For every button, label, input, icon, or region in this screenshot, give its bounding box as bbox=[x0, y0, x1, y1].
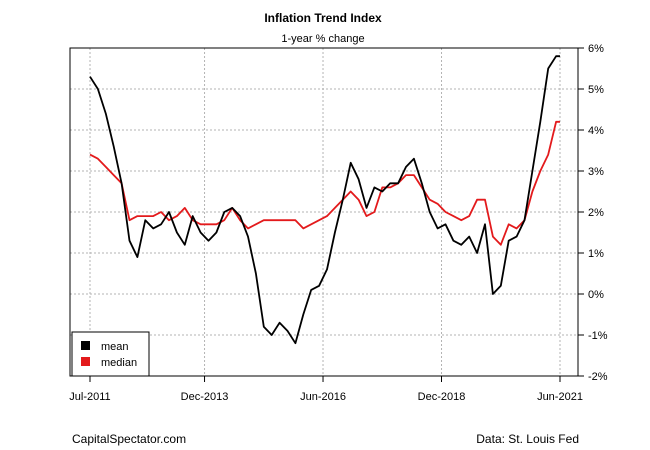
x-axis: Jul-2011 Dec-2013 Jun-2016 Dec-2018 Jun-2021 bbox=[69, 376, 583, 403]
series-layer bbox=[89, 55, 560, 345]
chart-subtitle: 1-year % change bbox=[281, 33, 364, 45]
series-line-mean bbox=[89, 55, 560, 345]
y-axis: 6% 5% 4% 3% 2% 1% 0% -1% -2% bbox=[578, 43, 608, 383]
y-tick-label: 4% bbox=[588, 125, 604, 137]
legend: mean median bbox=[71, 331, 150, 377]
y-tick-label: 3% bbox=[588, 166, 604, 178]
y-tick-label: 5% bbox=[588, 84, 604, 96]
series-line-median bbox=[89, 120, 560, 246]
data-source: Data: St. Louis Fed bbox=[476, 432, 579, 446]
x-tick-label: Jun-2021 bbox=[537, 391, 583, 403]
legend-swatch-mean bbox=[81, 341, 90, 350]
legend-label-mean: mean bbox=[101, 341, 129, 353]
y-tick-label: 2% bbox=[588, 207, 604, 219]
y-tick-label: -2% bbox=[588, 371, 608, 383]
y-tick-label: 1% bbox=[588, 248, 604, 260]
y-tick-label: 0% bbox=[588, 289, 604, 301]
source-credit: CapitalSpectator.com bbox=[72, 432, 187, 446]
legend-swatch-median bbox=[81, 357, 90, 366]
x-tick-label: Dec-2018 bbox=[418, 391, 466, 403]
y-tick-label: 6% bbox=[588, 43, 604, 55]
legend-label-median: median bbox=[101, 357, 137, 369]
y-tick-label: -1% bbox=[588, 330, 608, 342]
x-tick-label: Dec-2013 bbox=[181, 391, 229, 403]
x-tick-label: Jul-2011 bbox=[69, 391, 110, 403]
x-tick-label: Jun-2016 bbox=[300, 391, 346, 403]
chart-title: Inflation Trend Index bbox=[264, 11, 382, 25]
gridlines bbox=[70, 48, 578, 376]
legend-box bbox=[71, 331, 150, 377]
